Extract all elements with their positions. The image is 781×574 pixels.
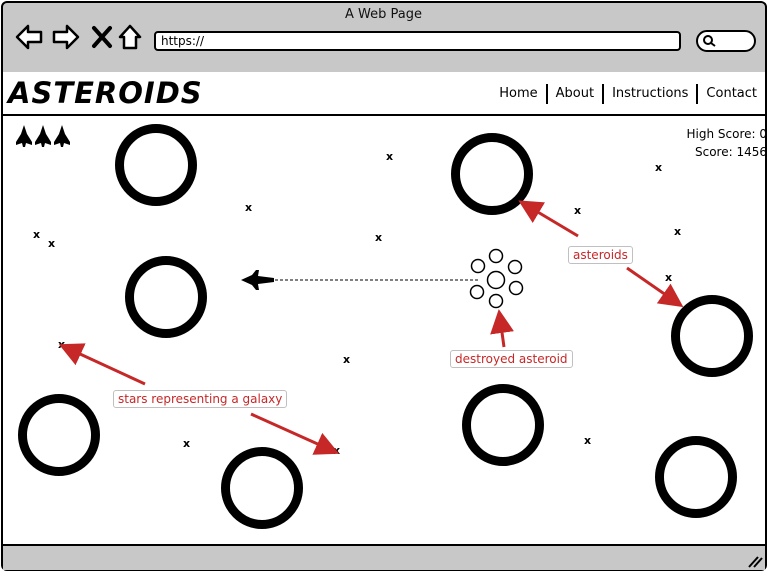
high-score: High Score: 0 bbox=[686, 127, 768, 141]
main-menu: Home About Instructions Contact bbox=[491, 84, 765, 104]
home-icon[interactable] bbox=[117, 22, 143, 52]
destroyed-asteroid bbox=[469, 248, 524, 309]
menu-item-instructions[interactable]: Instructions bbox=[602, 84, 696, 104]
site-logo: ASTEROIDS bbox=[8, 76, 203, 110]
search-icon bbox=[703, 35, 716, 47]
menu-item-home[interactable]: Home bbox=[499, 86, 538, 101]
window-title: A Web Page bbox=[345, 7, 422, 22]
asteroid bbox=[462, 384, 544, 466]
asteroid bbox=[655, 436, 737, 518]
star: x bbox=[655, 161, 663, 174]
status-bar bbox=[3, 546, 765, 570]
asteroid bbox=[125, 256, 207, 338]
resize-grip-icon[interactable] bbox=[747, 554, 763, 568]
annotation-asteroids: asteroids bbox=[568, 246, 633, 264]
asteroid bbox=[18, 394, 100, 476]
site-header bbox=[3, 72, 765, 116]
url-bar[interactable]: https:// bbox=[154, 31, 681, 51]
current-score: Score: 1456 bbox=[694, 145, 767, 159]
asteroid bbox=[671, 295, 753, 377]
star: x bbox=[343, 353, 351, 366]
star: x bbox=[33, 228, 41, 241]
asteroid bbox=[451, 133, 533, 215]
life-ship-icon bbox=[35, 125, 51, 147]
lives-indicator bbox=[15, 124, 72, 152]
search-box[interactable] bbox=[696, 30, 756, 52]
star: x bbox=[386, 150, 394, 163]
star: x bbox=[245, 201, 253, 214]
star: x bbox=[665, 271, 673, 284]
forward-arrow-icon[interactable] bbox=[51, 22, 81, 52]
star: x bbox=[375, 231, 383, 244]
asteroid bbox=[115, 124, 197, 206]
asteroid bbox=[221, 447, 303, 529]
ship-icon bbox=[241, 270, 274, 290]
star: x bbox=[574, 204, 582, 217]
menu-item-contact[interactable]: Contact bbox=[696, 84, 765, 104]
back-arrow-icon[interactable] bbox=[14, 22, 44, 52]
annotation-stars: stars representing a galaxy bbox=[113, 390, 288, 408]
star: x bbox=[584, 434, 592, 447]
star: x bbox=[674, 225, 682, 238]
annotation-destroyed-asteroid: destroyed asteroid bbox=[450, 350, 573, 368]
star: x bbox=[183, 437, 191, 450]
life-ship-icon bbox=[16, 125, 32, 147]
laser-beam bbox=[270, 279, 480, 281]
life-ship-icon bbox=[54, 125, 70, 147]
menu-item-about[interactable]: About bbox=[545, 84, 602, 104]
star: x bbox=[48, 237, 56, 250]
close-icon[interactable] bbox=[90, 22, 114, 52]
